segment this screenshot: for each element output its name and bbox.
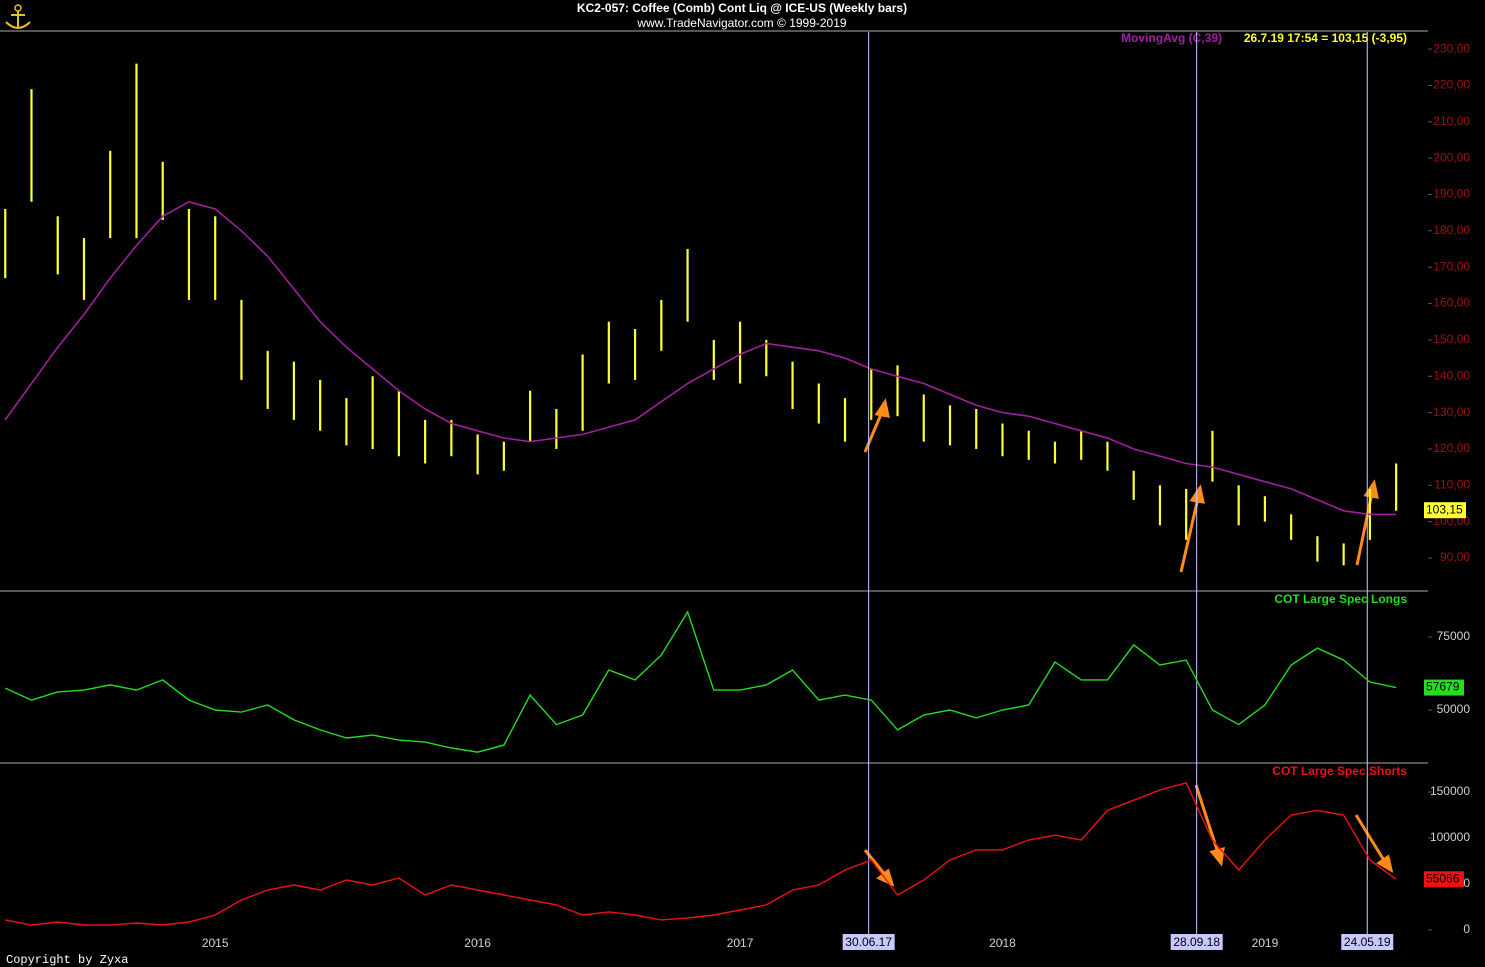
x-tick-label: 2019 <box>1252 936 1279 950</box>
footer: Copyright by Zyxa <box>6 953 128 967</box>
chart-subtitle: www.TradeNavigator.com © 1999-2019 <box>636 16 846 30</box>
last-value-label: 55066 <box>1426 871 1460 885</box>
y-tick-label: 220,00 <box>1433 78 1470 92</box>
date-marker-label: 28.09.18 <box>1173 935 1220 949</box>
y-tick-label: 180,00 <box>1433 223 1470 237</box>
logo <box>5 4 31 29</box>
last-value-box <box>1424 871 1464 888</box>
y-tick-label: 150,00 <box>1433 332 1470 346</box>
moving-average <box>4 200 1397 516</box>
y-tick-label: 120,00 <box>1433 441 1470 455</box>
series-line <box>4 610 1397 753</box>
quote-label: 26.7.19 17:54 = 103,15 (-3,95) <box>1244 31 1407 45</box>
y-tick-label: 230,00 <box>1433 41 1470 55</box>
x-tick-label: 2015 <box>202 936 229 950</box>
last-price-box <box>1424 502 1466 519</box>
legend-label: COT Large Spec Shorts <box>1272 764 1407 778</box>
chart-title: KC2-057: Coffee (Comb) Cont Liq @ ICE-US… <box>577 1 907 15</box>
y-tick-label: 0 <box>1463 922 1470 936</box>
x-tick-label: 2016 <box>464 936 491 950</box>
legend-label: COT Large Spec Longs <box>1274 592 1407 606</box>
date-marker-box <box>1170 934 1223 950</box>
x-tick-label: 2018 <box>989 936 1016 950</box>
y-tick-label: 210,00 <box>1433 114 1470 128</box>
y-tick-label: 75000 <box>1437 629 1471 643</box>
date-marker-label: 30.06.17 <box>845 935 892 949</box>
y-tick-label: 130,00 <box>1433 405 1470 419</box>
date-marker-label: 24.05.19 <box>1344 935 1391 949</box>
y-tick-label: 160,00 <box>1433 296 1470 310</box>
y-tick-label: 50000 <box>1437 702 1471 716</box>
date-marker-box <box>1341 934 1394 950</box>
legend-label: MovingAvg (C,39) <box>1121 31 1222 45</box>
y-tick-label: 90,00 <box>1440 550 1470 564</box>
y-tick-label: 200,00 <box>1433 150 1470 164</box>
y-tick-label: 100000 <box>1430 830 1470 844</box>
y-tick-label: 190,00 <box>1433 187 1470 201</box>
y-tick-label: 110,00 <box>1434 477 1470 491</box>
y-tick-label: 140,00 <box>1433 368 1470 382</box>
last-value-box <box>1424 679 1464 696</box>
last-price-label: 103,15 <box>1426 502 1463 516</box>
series-line <box>5 781 1397 926</box>
date-marker-box <box>842 934 895 950</box>
y-tick-label: 170,00 <box>1433 259 1470 273</box>
y-tick-label: 150000 <box>1430 784 1470 798</box>
last-value-label: 57679 <box>1426 680 1460 694</box>
x-tick-label: 2017 <box>727 936 754 950</box>
